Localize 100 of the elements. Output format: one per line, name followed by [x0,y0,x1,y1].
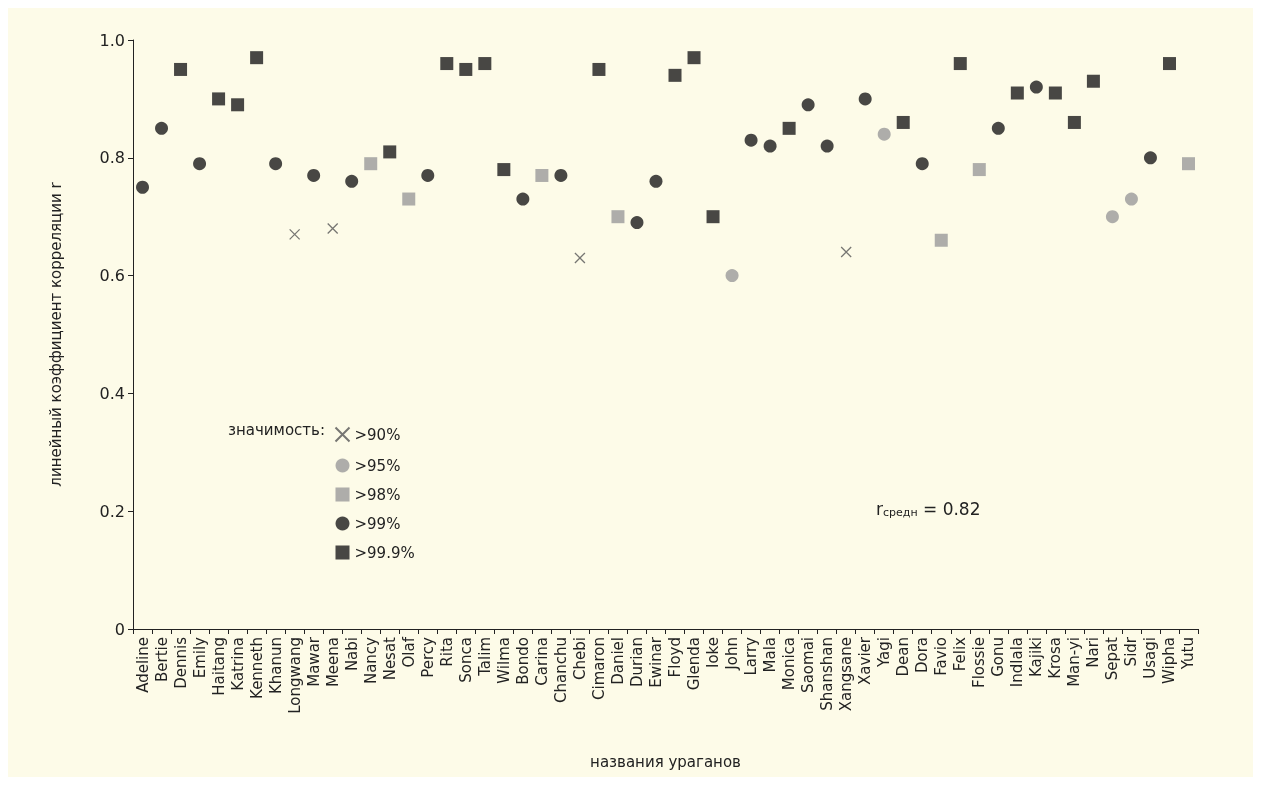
x-tick-label: Meena [323,637,342,688]
x-tick-label: Monica [780,637,799,691]
point [1181,157,1195,171]
x-tick-label: Adeline [133,637,152,693]
x-tick-label: Olaf [399,636,418,668]
point [896,115,910,129]
point [497,163,511,177]
x-tick-label: Flossie [970,637,989,688]
x-tick-label: Saomai [799,637,818,693]
point [840,246,852,258]
legend-label: >99.9% [354,543,415,562]
point [155,121,169,135]
x-tick-label: Emily [190,636,209,679]
x-tick-label: Percy [418,636,437,678]
x-tick-label: Nesat [380,636,399,681]
x-tick-label: Nari [1084,637,1103,668]
point [136,180,150,194]
y-tick-label: 0.2 [99,501,125,521]
point [1010,86,1024,100]
y-tick-label: 0.6 [99,266,125,286]
x-tick-label: Usagi [1141,637,1160,679]
point [231,98,245,112]
x-tick-label: Dean [894,637,913,677]
y-tick-label: 0.4 [99,383,125,403]
x-tick-label: Bondo [513,637,532,685]
x-tick-label: Chanchu [551,637,570,703]
x-tick-label: Bertie [152,637,171,682]
point [307,168,321,182]
point [953,57,967,71]
x-tick-label: Xavier [856,636,875,685]
point [289,228,301,241]
x-axis-title: названия ураганов [590,752,741,771]
legend-label: >98% [354,485,401,504]
x-tick-label: Kenneth [247,637,266,699]
point [459,62,473,76]
point [1067,115,1081,129]
point [763,139,777,153]
point [345,174,359,188]
point [915,157,929,171]
x-tick-label: Daniel [608,637,627,685]
point [630,216,644,230]
point [687,51,701,65]
x-tick-label: Chebi [570,637,589,680]
x-tick-label: Xangsane [837,637,856,712]
point [972,163,986,177]
x-tick-label: Wilma [494,637,513,684]
point [269,157,283,171]
point [1029,80,1043,94]
x-tick-label: Mawar [304,636,323,687]
point [478,57,492,71]
point [535,168,549,182]
point [364,157,378,171]
point [327,222,339,235]
point [934,233,948,247]
point [421,168,435,182]
point [402,192,416,206]
x-tick-label: Larry [742,636,761,676]
point [668,68,682,82]
point [858,92,872,106]
x-tick-label: Sonca [456,637,475,683]
x-tick-label: Mala [761,637,780,673]
x-tick-label: Wipha [1160,637,1179,684]
x-tick-label: Dennis [171,636,190,689]
x-tick-label: Katrina [228,637,247,691]
x-tick-label: Cimaron [589,637,608,700]
point [877,127,891,141]
point [1086,74,1100,88]
point [1048,86,1062,100]
point [554,168,568,182]
x-tick-label: Rita [437,637,456,667]
point [193,157,207,171]
x-tick-label: Khanun [266,637,285,695]
point [725,269,739,283]
point [592,62,606,76]
point [782,121,796,135]
point [706,210,720,224]
point [383,145,397,159]
x-tick-label: Floyd [666,637,685,678]
x-tick-label: John [723,637,742,671]
x-tick-label: Ewinar [646,636,665,688]
point [250,51,264,65]
point [820,139,834,153]
point [991,121,1005,135]
x-tick-label: Haitang [209,637,228,696]
x-tick-label: Ioke [704,637,723,668]
point [516,192,530,206]
x-tick-label: Yagi [875,637,894,668]
point [174,62,188,76]
x-tick-label: Indlala [1008,637,1027,688]
x-tick-label: Felix [951,636,970,672]
x-tick-label: Longwang [285,637,304,714]
x-tick-label: Nabi [342,637,361,672]
x-tick-label: Sepat [1103,636,1122,681]
x-tick-label: Talim [475,637,494,677]
point [574,252,586,264]
point [440,57,454,71]
y-tick-label: 0.8 [99,148,125,168]
x-tick-label: Yutu [1179,637,1198,671]
point [212,92,226,106]
x-tick-label: Nancy [361,636,380,685]
